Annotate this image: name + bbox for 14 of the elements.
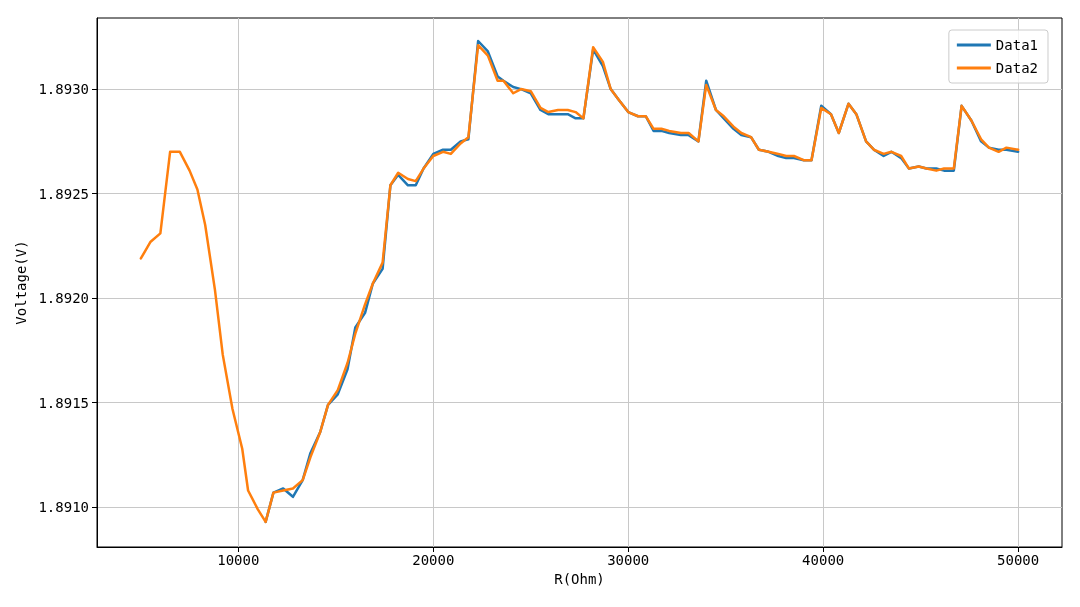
y-tick-label: 1.8920 [38, 290, 89, 307]
x-tick-label: 50000 [997, 552, 1040, 568]
x-tick-label: 10000 [217, 552, 260, 568]
y-tick-label: 1.8910 [38, 499, 89, 516]
x-tick-label: 20000 [412, 552, 455, 568]
y-axis-title: Voltage(V) [12, 240, 29, 325]
legend-label: Data1 [995, 37, 1039, 53]
x-tick-label: 30000 [607, 552, 650, 568]
x-tick-label: 40000 [802, 552, 845, 568]
y-tick-label: 1.8930 [38, 81, 89, 98]
y-tick-label: 1.8915 [38, 394, 89, 411]
legend-label: Data2 [995, 60, 1039, 76]
x-axis-title: R(Ohm) [554, 570, 605, 587]
y-tick-label: 1.8925 [38, 185, 89, 202]
